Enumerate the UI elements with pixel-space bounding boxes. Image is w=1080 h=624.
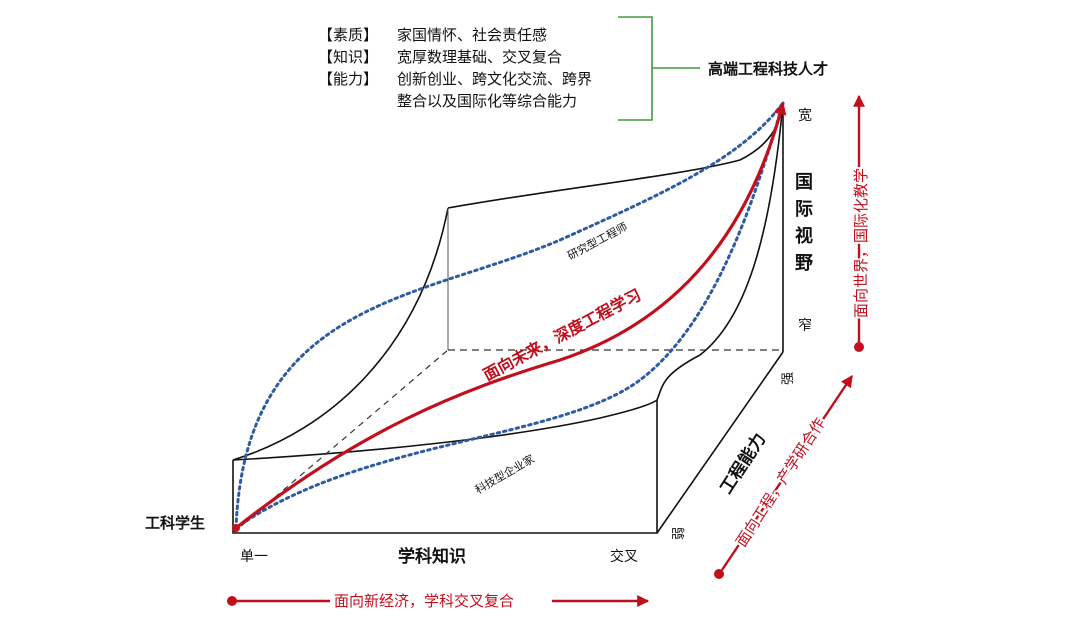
research-engineer-path	[234, 101, 785, 530]
knowledge-axis-title: 学科知识	[398, 546, 466, 567]
enterprise-path	[234, 101, 785, 530]
vision-title-char-4: 野	[795, 253, 813, 274]
legend-text-ability: 创新创业、跨文化交流、跨界	[397, 70, 592, 88]
diagonal-arrow-dot	[714, 569, 724, 579]
left-surface-edge	[232, 207, 449, 461]
vision-high-label: 宽	[798, 107, 812, 124]
legend-tag-ability: 【能力】	[318, 70, 378, 88]
legend-bracket	[618, 16, 700, 121]
diagonal-arrow-label: 面向工程，产学研合作	[732, 415, 829, 551]
right-arrow: 面向世界，国际化教学	[850, 94, 872, 352]
knowledge-low-label: 单一	[240, 549, 268, 565]
vision-title-char-2: 际	[795, 199, 813, 220]
legend-text-knowledge: 宽厚数理基础、交叉复合	[397, 48, 562, 66]
right-surface-edge	[656, 102, 784, 401]
research-path-label: 研究型工程师	[565, 219, 630, 262]
ability-low-label: 弱	[672, 527, 687, 540]
enterprise-path-label: 科技型企业家	[473, 451, 537, 496]
knowledge-high-label: 交叉	[610, 548, 638, 565]
back-top-edge	[447, 102, 784, 209]
deep-engineering-path	[235, 101, 787, 530]
legend-text-ability-cont: 整合以及国际化等综合能力	[397, 92, 577, 110]
diagonal-arrow-line	[721, 375, 853, 571]
bottom-arrow-dot	[227, 596, 237, 606]
vision-title-char-3: 视	[795, 225, 813, 247]
legend-text-quality: 家国情怀、社会责任感	[397, 26, 547, 44]
start-label: 工科学生	[145, 514, 205, 532]
target-label: 高端工程科技人才	[708, 60, 828, 78]
start-point	[232, 524, 240, 532]
legend-tag-knowledge: 【知识】	[318, 48, 378, 66]
vision-title-char-1: 国	[795, 172, 813, 193]
bottom-arrow: 面向新经济，学科交叉复合	[227, 590, 650, 612]
ability-axis-title: 工程能力	[716, 429, 771, 497]
bottom-depth-edge	[656, 351, 784, 534]
right-arrow-dot	[854, 342, 864, 352]
bottom-arrow-label: 面向新经济，学科交叉复合	[334, 592, 514, 610]
legend-box: 【素质】 家国情怀、社会责任感 【知识】 宽厚数理基础、交叉复合 【能力】 创新…	[318, 16, 828, 121]
front-top-edge	[232, 399, 658, 461]
ability-high-label: 强	[781, 372, 796, 385]
front-face	[232, 400, 658, 534]
vision-low-label: 窄	[798, 317, 812, 334]
legend-tag-quality: 【素质】	[318, 26, 378, 44]
right-arrow-label: 面向世界，国际化教学	[852, 168, 870, 318]
